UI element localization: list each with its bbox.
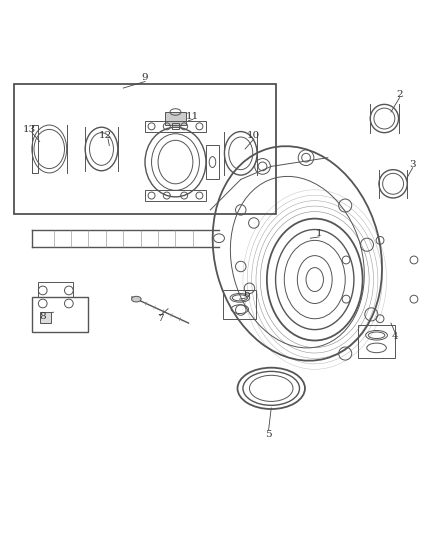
Bar: [206, 144, 219, 180]
Bar: [145, 120, 206, 132]
Text: 10: 10: [247, 132, 261, 140]
Text: 6: 6: [244, 290, 250, 300]
Text: 4: 4: [392, 332, 399, 341]
Text: 1: 1: [316, 229, 322, 238]
Text: 12: 12: [99, 132, 113, 140]
Bar: [145, 190, 206, 201]
Bar: [39, 282, 73, 297]
Bar: [165, 112, 186, 125]
Text: 7: 7: [157, 314, 163, 323]
Text: 13: 13: [23, 125, 36, 134]
Bar: [40, 312, 50, 323]
Bar: [14, 84, 276, 214]
Text: 8: 8: [39, 312, 46, 321]
Bar: [358, 325, 395, 358]
Text: 2: 2: [396, 90, 403, 99]
Bar: [32, 125, 39, 173]
Ellipse shape: [131, 296, 141, 302]
Text: 11: 11: [186, 112, 200, 121]
Bar: [172, 123, 179, 130]
Text: 5: 5: [265, 430, 272, 439]
Text: 3: 3: [410, 160, 416, 169]
Text: 9: 9: [142, 72, 148, 82]
Bar: [223, 290, 256, 319]
Bar: [32, 297, 88, 332]
